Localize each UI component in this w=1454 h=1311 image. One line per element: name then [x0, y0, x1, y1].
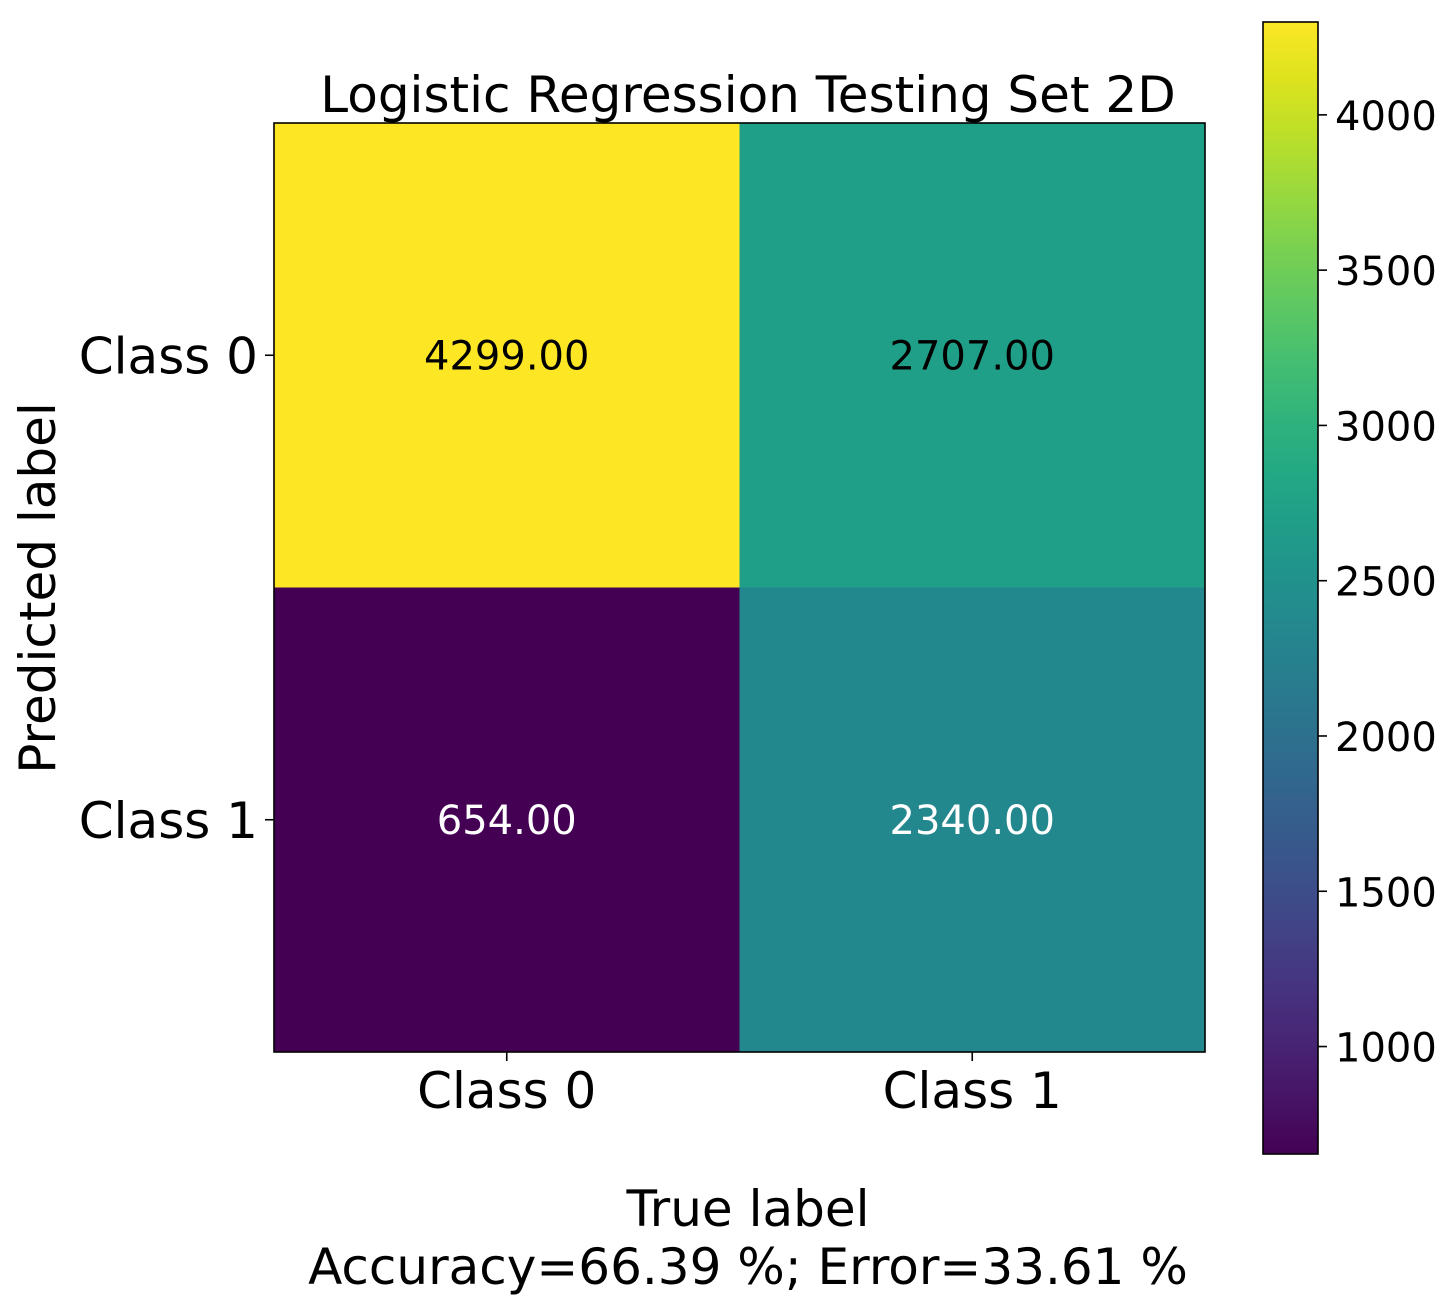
x-tick-label: Class 1 [883, 1062, 1062, 1120]
axis-ticks: Class 0 Class 1 Class 0 Class 1 [79, 327, 1062, 1120]
colorbar-tick-label: 3500 [1335, 249, 1437, 295]
accuracy-error-note: Accuracy=66.39 %; Error=33.61 % [308, 1238, 1188, 1296]
colorbar-tick-label: 2000 [1335, 715, 1437, 761]
colorbar: 1000 1500 2000 2500 3000 3500 4000 [1262, 21, 1437, 1155]
cell-value-label: 654.00 [437, 798, 577, 844]
colorbar-tick-label: 3000 [1335, 404, 1437, 450]
colorbar-tick-label: 2500 [1335, 560, 1437, 606]
y-tick-label: Class 1 [79, 792, 258, 850]
heatmap-cells: 4299.00 2707.00 654.00 2340.00 [274, 123, 1206, 1053]
y-axis-label: Predicted label [9, 402, 67, 774]
plot-frame [273, 122, 1206, 1053]
heatmap-cell-r1-c0 [274, 587, 740, 1053]
colorbar-tick-label: 4000 [1335, 94, 1437, 140]
heatmap-cell-r1-c1 [739, 587, 1206, 1053]
colorbar-tick-label: 1500 [1335, 870, 1437, 916]
cell-value-label: 2340.00 [890, 798, 1055, 844]
cell-value-label: 2707.00 [890, 333, 1055, 379]
chart-title: Logistic Regression Testing Set 2D [320, 66, 1176, 124]
colorbar-gradient [1262, 21, 1319, 1155]
cell-value-label: 4299.00 [424, 333, 589, 379]
heatmap-cell-r0-c0 [274, 123, 740, 588]
y-tick-label: Class 0 [79, 327, 258, 385]
x-axis-label: True label [625, 1180, 869, 1238]
colorbar-tick-label: 1000 [1335, 1026, 1437, 1072]
heatmap-cell-r0-c1 [739, 123, 1206, 588]
x-tick-label: Class 0 [417, 1062, 596, 1120]
